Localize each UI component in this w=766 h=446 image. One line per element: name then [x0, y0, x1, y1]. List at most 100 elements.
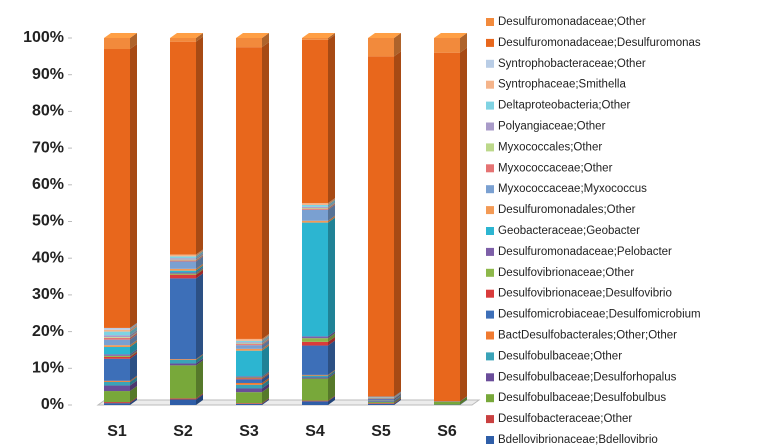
bar-side	[328, 202, 335, 209]
y-tick-label: 70%	[32, 139, 64, 156]
legend-label: Myxococcaceae;Myxococcus	[498, 183, 647, 195]
legend-swatch	[486, 143, 494, 152]
bar-side	[196, 269, 203, 279]
bar-segment	[170, 256, 196, 259]
legend-label: Desulfobulbaceae;Desulforhopalus	[498, 371, 677, 383]
bar-side	[328, 395, 335, 402]
bar-side	[262, 343, 269, 351]
bar-side	[130, 353, 137, 381]
bar-top	[434, 33, 467, 38]
bar-side	[460, 47, 467, 402]
bar-side	[196, 255, 203, 262]
bar-side	[262, 345, 269, 377]
floor	[96, 399, 481, 406]
bar-segment	[104, 38, 130, 50]
legend-swatch	[486, 206, 494, 215]
bar-side	[328, 217, 335, 337]
bar-segment	[302, 204, 328, 207]
bar-segment	[104, 49, 130, 328]
bar-side	[328, 369, 335, 376]
bar-segment	[302, 341, 328, 346]
bar-top	[236, 33, 269, 38]
bar-side	[394, 398, 401, 404]
bar-side	[328, 34, 335, 204]
bar-segment	[104, 345, 130, 348]
bar-side	[394, 395, 401, 401]
bar-side	[328, 203, 335, 210]
legend-swatch	[486, 80, 494, 89]
bar-segment	[302, 208, 328, 210]
bar-side	[196, 393, 203, 400]
bar-side	[328, 396, 335, 405]
bar-side	[130, 398, 137, 405]
bar-segment	[170, 365, 196, 399]
bar-side	[460, 399, 467, 405]
bar-segment	[104, 339, 130, 346]
bar-segment	[170, 41, 196, 255]
legend-swatch	[486, 164, 494, 173]
bar-segment	[104, 335, 130, 338]
bar-side	[262, 371, 269, 378]
bar-top	[170, 33, 203, 38]
y-tick-label: 0%	[41, 396, 64, 413]
bar-segment	[104, 327, 130, 330]
bar-side	[196, 267, 203, 274]
bar-segment	[104, 331, 130, 336]
bar-segment	[104, 403, 130, 405]
bar-side	[328, 198, 335, 205]
bar-side	[262, 333, 269, 341]
bar-side	[130, 33, 137, 50]
bar-segment	[302, 345, 328, 375]
legend-label: Geobacteraceae;Geobacter	[498, 225, 640, 237]
y-tick-label: 40%	[32, 249, 64, 266]
bar-segment	[236, 345, 262, 349]
bar-side	[460, 33, 467, 53]
bar-side	[262, 372, 269, 379]
bar-segment	[104, 391, 130, 403]
legend-label: Desulfuromonadales;Other	[498, 204, 636, 216]
x-tick-label: S5	[371, 423, 391, 440]
bar-side	[262, 379, 269, 389]
bar-side	[196, 253, 203, 260]
legend-swatch	[486, 310, 494, 319]
bar-segment	[104, 337, 130, 338]
bar-side	[394, 391, 401, 398]
bar-segment	[104, 402, 130, 404]
legend-label: Desulfovibrionaceae;Other	[498, 267, 634, 279]
legend-swatch	[486, 331, 494, 340]
legend-swatch	[486, 59, 494, 68]
bar-segment	[170, 268, 196, 271]
bar-side	[394, 398, 401, 405]
legend-label: Desulfobacteraceae;Other	[498, 413, 632, 425]
bar-segment	[104, 381, 130, 386]
bar-side	[130, 332, 137, 340]
bar-segment	[170, 273, 196, 275]
bar-segment	[236, 47, 262, 339]
bar-segment	[170, 258, 196, 260]
bar-segment	[104, 385, 130, 392]
bar-segment	[236, 403, 262, 405]
bar-segment	[434, 401, 460, 405]
bar-segment	[236, 376, 262, 378]
bar-side	[262, 335, 269, 343]
bar-segment	[236, 342, 262, 344]
bar-segment	[302, 39, 328, 204]
bar-segment	[434, 38, 460, 53]
legend-swatch	[486, 247, 494, 256]
bar-side	[394, 33, 401, 57]
bar-segment	[236, 344, 262, 346]
bar-segment	[368, 401, 394, 403]
bar-side	[130, 380, 137, 392]
bar-side	[196, 33, 203, 42]
bar-segment	[368, 403, 394, 404]
bar-side	[130, 334, 137, 346]
legend-label: Desulfuromonadaceae;Other	[498, 16, 646, 28]
bar-side	[328, 336, 335, 346]
bar-side	[328, 372, 335, 379]
bar-segment	[434, 52, 460, 402]
bar-segment	[302, 222, 328, 337]
bar-side	[394, 397, 401, 404]
bar-side	[328, 333, 335, 342]
bar-segment	[236, 38, 262, 48]
bar-segment	[170, 270, 196, 273]
